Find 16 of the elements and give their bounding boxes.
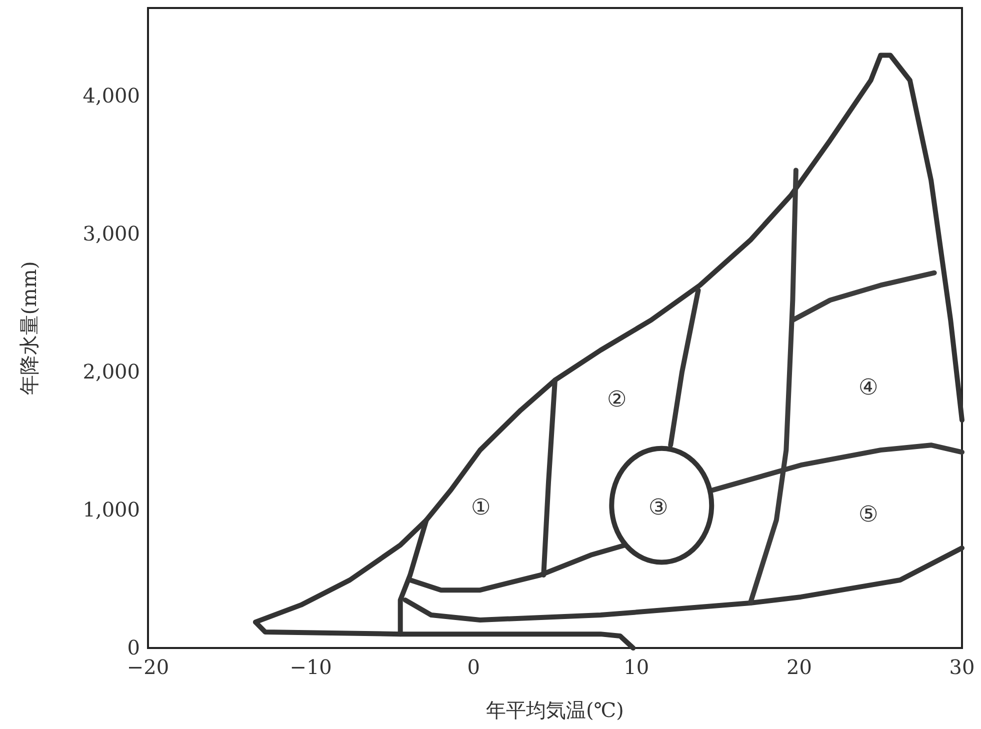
y-axis-title: 年降水量(mm)	[17, 261, 41, 395]
x-tick-label: 20	[786, 655, 812, 680]
x-tick-label: −10	[290, 655, 332, 680]
annotation: ②	[606, 388, 627, 412]
x-tick-label: 30	[949, 655, 975, 680]
y-tick-label: 1,000	[82, 497, 140, 522]
annotation: ④	[858, 376, 878, 401]
y-tick-label: 3,000	[82, 222, 140, 246]
x-tick-label: 10	[624, 655, 650, 680]
annotation: ①	[470, 495, 491, 520]
x-tick-label: 0	[467, 655, 480, 680]
y-tick-label: 2,000	[82, 360, 140, 384]
annotation: ③	[648, 495, 668, 520]
annotation: ⑤	[858, 502, 878, 528]
x-axis-title: 年平均気温(℃)	[486, 698, 624, 722]
y-tick-label: 4,000	[82, 84, 140, 108]
